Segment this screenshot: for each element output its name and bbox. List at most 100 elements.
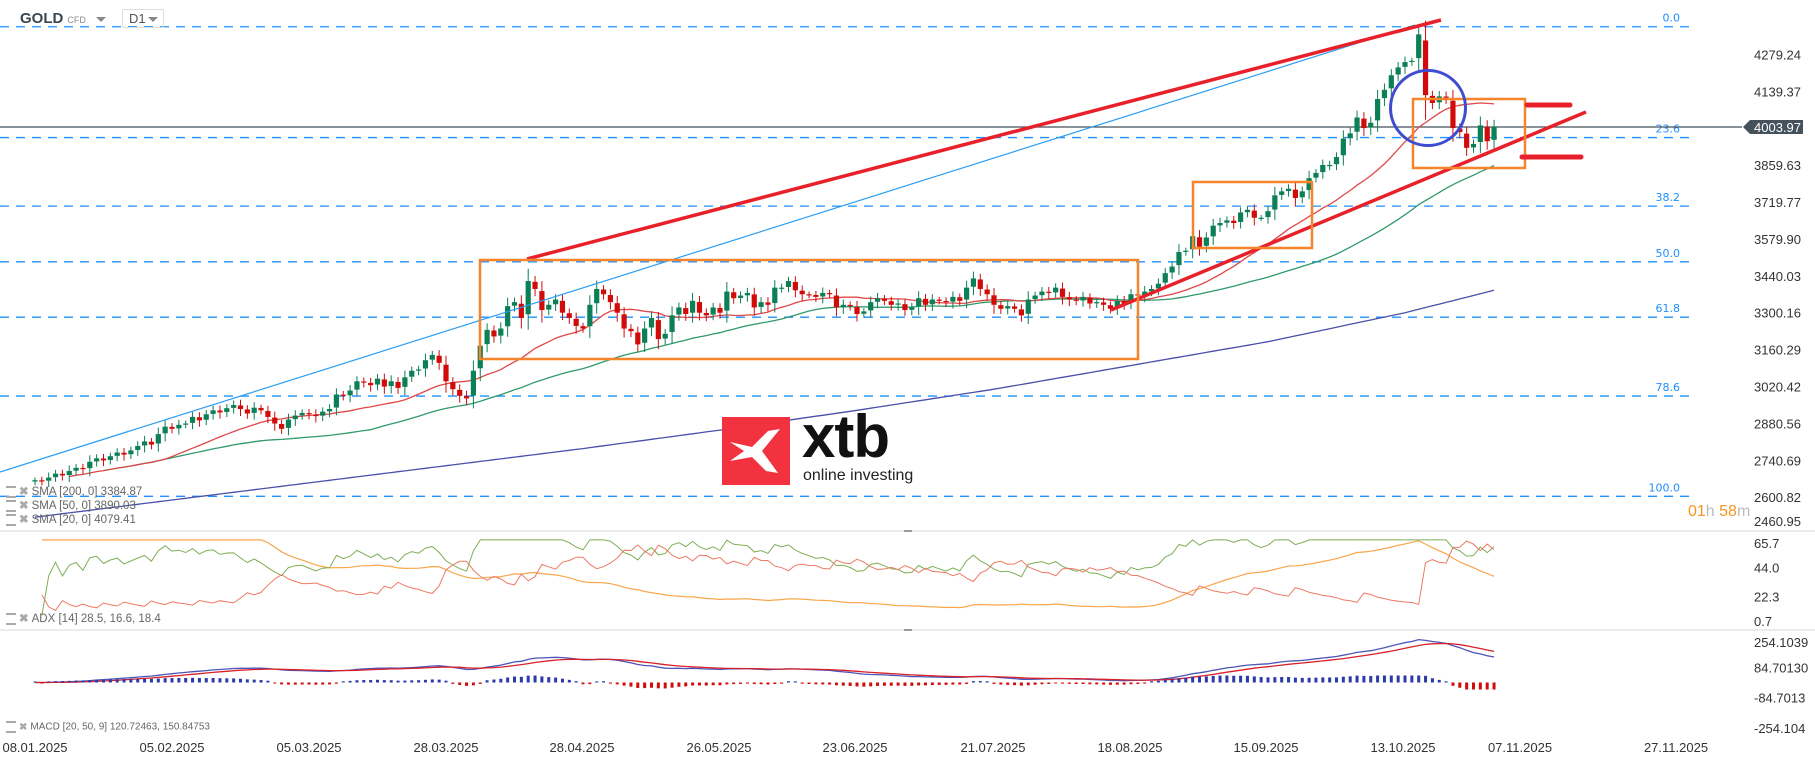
candle-body [470, 370, 476, 396]
macd-histogram-bar [355, 680, 359, 683]
macd-histogram-bar [910, 682, 914, 686]
candle-body [1066, 297, 1072, 300]
candle-body [1018, 309, 1024, 316]
macd-histogram-bar [965, 682, 969, 684]
macd-histogram-bar [1348, 676, 1352, 683]
macd-histogram-bar [1143, 682, 1147, 684]
candle-body [1327, 164, 1333, 167]
candle-body [820, 292, 826, 297]
settings-icon[interactable] [6, 721, 16, 733]
candle-body [347, 390, 353, 396]
y-tick-label: 3160.29 [1754, 343, 1801, 358]
candle-body [1464, 133, 1470, 148]
highlight-circle [1389, 69, 1467, 147]
x-tick-label: 28.03.2025 [413, 740, 479, 755]
candle-body [806, 294, 812, 296]
timer-h: h [1705, 503, 1715, 520]
macd-histogram-bar [293, 682, 297, 685]
pane-resize-handle[interactable] [904, 530, 912, 532]
candle-body [902, 304, 908, 311]
legend-sma20[interactable]: ✖ SMA [20, 0] 4079.41 [6, 514, 136, 527]
close-icon[interactable]: ✖ [19, 514, 29, 527]
macd-histogram-bar [266, 680, 270, 683]
candle-body [751, 294, 757, 308]
candle-body [162, 426, 168, 434]
candle-body [1388, 75, 1394, 89]
macd-histogram-bar [1300, 677, 1304, 683]
fib-label: 23.6 [1656, 123, 1681, 136]
macd-histogram-bar [471, 682, 475, 686]
candle-body [861, 311, 867, 314]
macd-histogram-bar [1211, 675, 1215, 683]
candle-body [1073, 299, 1079, 301]
macd-line [35, 638, 1495, 684]
candle-body [587, 304, 593, 327]
close-icon[interactable]: ✖ [19, 486, 29, 499]
macd-histogram-bar [787, 681, 790, 683]
plus-di-line [41, 539, 1495, 616]
macd-histogram-bar [1184, 677, 1188, 683]
macd-histogram-bar [1355, 675, 1359, 683]
settings-icon[interactable] [6, 514, 16, 526]
macd-histogram-bar [1341, 676, 1345, 683]
legend-adx[interactable]: ✖ ADX [14] 28.5, 16.6, 18.4 [6, 613, 161, 626]
legend-sma200[interactable]: ✖ SMA [200, 0] 3384.87 [6, 486, 142, 499]
macd-histogram-bar [334, 682, 338, 684]
candle-body [881, 298, 887, 301]
macd-histogram-bar [1040, 682, 1044, 685]
close-icon[interactable]: ✖ [19, 613, 29, 626]
macd-histogram-bar [1389, 675, 1393, 683]
macd-histogram-bar [547, 677, 551, 683]
x-tick-label: 21.07.2025 [960, 740, 1026, 755]
macd-histogram-bar [376, 679, 379, 683]
macd-tick-label: 84.70130 [1754, 660, 1808, 675]
candle-body [1094, 302, 1100, 304]
pane-resize-handle[interactable] [904, 629, 912, 631]
macd-histogram-bar [793, 681, 797, 683]
legend-macd[interactable]: ✖ MACD [20, 50, 9] 120.72463, 150.84753 [6, 721, 210, 734]
legend-text: SMA [20, 0] 4079.41 [31, 514, 136, 527]
candle-body [128, 450, 134, 455]
settings-icon[interactable] [6, 613, 16, 625]
candle-body [614, 303, 620, 313]
macd-histogram-bar [245, 679, 249, 683]
y-tick-label: 3859.63 [1754, 158, 1801, 173]
y-tick-label: 3579.90 [1754, 232, 1801, 247]
symbol-selector[interactable]: GOLD CFD [20, 10, 106, 27]
macd-histogram-bar [369, 679, 373, 683]
macd-histogram-bar [752, 682, 756, 685]
legend-sma50[interactable]: ✖ SMA [50, 0] 3890.03 [6, 500, 136, 513]
candle-body [498, 328, 504, 336]
candle-body [573, 318, 579, 326]
candle-body [518, 303, 524, 318]
macd-histogram-bar [170, 678, 174, 683]
settings-icon[interactable] [6, 486, 16, 498]
logo-name: xtb [802, 403, 890, 470]
candle-body [251, 407, 257, 413]
macd-histogram-bar [602, 681, 606, 683]
fib-label: 78.6 [1656, 381, 1681, 394]
candle-body [73, 467, 79, 471]
candle-body [669, 315, 675, 332]
macd-histogram-bar [1239, 675, 1243, 683]
settings-icon[interactable] [6, 500, 16, 512]
candle-body [1169, 266, 1175, 273]
timer-hours: 01 [1688, 503, 1706, 520]
candle-body [320, 411, 326, 416]
macd-histogram-bar [122, 679, 126, 683]
current-price-label: 4003.97 [1754, 120, 1801, 135]
macd-histogram-bar [540, 676, 544, 683]
close-icon[interactable]: ✖ [19, 721, 28, 733]
candle-body [970, 278, 977, 287]
timeframe-selector[interactable]: D1 [122, 9, 164, 28]
candle-body [998, 305, 1004, 309]
macd-histogram-bar [1102, 682, 1106, 685]
candle-body [724, 291, 730, 311]
candles [32, 20, 1497, 488]
candle-body [374, 378, 381, 385]
candle-body [737, 295, 744, 298]
candle-body [779, 287, 785, 289]
close-icon[interactable]: ✖ [19, 500, 29, 513]
candle-body [1087, 297, 1093, 304]
